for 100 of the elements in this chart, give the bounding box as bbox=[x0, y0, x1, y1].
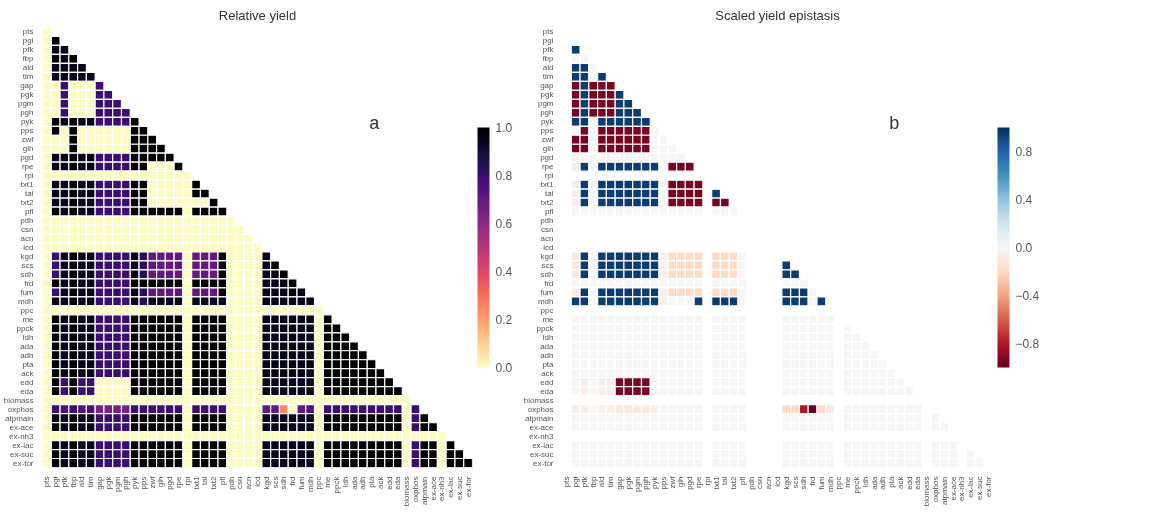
y-tick-label: pdh bbox=[20, 216, 34, 226]
y-tick-label: pgh bbox=[20, 108, 34, 118]
y-tick-label: pgm bbox=[17, 99, 34, 109]
x-tick-label: gap bbox=[95, 475, 105, 490]
x-tick-label: csn bbox=[755, 476, 765, 489]
y-tick-label: pgm bbox=[537, 99, 554, 109]
y-tick-label: ack bbox=[541, 368, 555, 378]
y-tick-label: pdh bbox=[540, 216, 554, 226]
x-tick-label: fbp bbox=[588, 475, 598, 488]
y-tick-label: rpi bbox=[24, 171, 34, 181]
y-tick-label: ada bbox=[20, 341, 35, 351]
x-tick-label: edd bbox=[904, 476, 914, 490]
x-tick-label: ack bbox=[375, 475, 385, 489]
y-tick-label: ex-lac bbox=[532, 440, 554, 450]
y-tick-label: eda bbox=[540, 386, 555, 396]
y-tick-label: acn bbox=[20, 234, 34, 244]
y-tick-label: pts bbox=[22, 27, 34, 37]
y-tick-label: ada bbox=[540, 341, 555, 351]
y-tick-label: me bbox=[542, 314, 555, 324]
x-tick-label: pgm bbox=[632, 476, 642, 493]
y-tick-label: ex-suc bbox=[9, 449, 34, 459]
x-tick-label: rpi bbox=[702, 476, 712, 486]
color-bar-label: 0.2 bbox=[495, 313, 513, 327]
y-tick-label: biomass bbox=[3, 395, 34, 405]
x-tick-label: pta bbox=[887, 475, 897, 488]
y-tick-label: biomass bbox=[523, 395, 554, 405]
x-tick-label: rpe bbox=[694, 475, 704, 489]
x-tick-label: ppc bbox=[834, 476, 844, 490]
x-tick-label: zwf bbox=[147, 475, 157, 489]
y-tick-label: pyk bbox=[541, 117, 555, 127]
y-tick-label: glh bbox=[542, 144, 554, 154]
x-tick-label: sdh bbox=[799, 476, 809, 490]
x-tick-label: pgd bbox=[165, 476, 175, 490]
y-tick-label: ldh bbox=[22, 332, 34, 342]
y-tick-label: zwf bbox=[21, 135, 35, 145]
x-tick-label: acn bbox=[244, 476, 254, 490]
y-tick-label: scs bbox=[541, 260, 554, 270]
y-tick-label: pfk bbox=[542, 45, 555, 55]
y-tick-label: ppc bbox=[540, 305, 554, 315]
y-tick-label: ex-nh3 bbox=[529, 431, 555, 441]
x-tick-label: pgm bbox=[112, 476, 122, 493]
x-tick-label: frd bbox=[288, 476, 298, 486]
x-tick-label: pta bbox=[367, 475, 377, 488]
x-tick-label: glh bbox=[156, 476, 166, 488]
x-tick-label: mdh bbox=[825, 476, 835, 493]
color-bar-label: 0.8 bbox=[1015, 145, 1033, 159]
x-tick-label: frd bbox=[808, 476, 818, 486]
x-tick-label: kgd bbox=[261, 476, 271, 490]
x-tick-label: ldh bbox=[860, 476, 870, 488]
color-bar-label: 0.0 bbox=[495, 361, 513, 375]
x-tick-label: pps bbox=[138, 476, 148, 490]
x-tick-label: ex-for bbox=[463, 476, 473, 497]
y-tick-label: pfl bbox=[25, 207, 34, 217]
x-tick-label: oxphos bbox=[410, 476, 420, 503]
y-tick-label: ald bbox=[542, 63, 554, 73]
x-tick-label: txt1 bbox=[191, 475, 201, 490]
y-tick-label: acn bbox=[540, 234, 554, 244]
x-tick-label: icd bbox=[773, 476, 782, 487]
color-bar-label: −0.4 bbox=[1015, 289, 1040, 303]
y-tick-label: pgd bbox=[20, 153, 34, 163]
y-tick-label: atpmain bbox=[5, 413, 34, 423]
y-tick-label: ex-nh3 bbox=[9, 431, 35, 441]
y-tick-label: ex-ace bbox=[9, 422, 35, 432]
y-tick-label: ex-for bbox=[533, 458, 554, 468]
x-tick-label: pfk bbox=[59, 475, 69, 488]
x-tick-label: zwf bbox=[667, 475, 677, 489]
y-tick-label: tal bbox=[545, 189, 554, 199]
y-tick-label: pgd bbox=[540, 153, 554, 163]
y-tick-label: adh bbox=[20, 350, 34, 360]
x-tick-label: tim bbox=[606, 476, 616, 488]
x-tick-label: atpmain bbox=[419, 476, 429, 505]
y-tick-label: pta bbox=[542, 359, 555, 369]
y-tick-label: gap bbox=[20, 81, 35, 91]
y-tick-label: scs bbox=[21, 260, 34, 270]
y-tick-label: pgh bbox=[540, 108, 554, 118]
color-bar-label: −0.8 bbox=[1015, 337, 1040, 351]
y-tick-label: tim bbox=[22, 72, 34, 82]
x-tick-label: eda bbox=[393, 475, 403, 490]
y-tick-label: ack bbox=[21, 368, 35, 378]
x-tick-label: adh bbox=[878, 476, 888, 490]
x-tick-label: pgh bbox=[121, 476, 131, 490]
x-tick-label: pgh bbox=[641, 476, 651, 490]
x-tick-label: ex-lac bbox=[966, 476, 976, 498]
x-tick-label: txt2 bbox=[209, 475, 219, 490]
x-tick-label: pgk bbox=[623, 475, 633, 490]
x-tick-label: ex-for bbox=[983, 476, 993, 497]
y-tick-label: ppck bbox=[536, 323, 555, 333]
x-tick-label: tim bbox=[86, 476, 96, 488]
y-tick-label: pgk bbox=[540, 90, 555, 100]
y-tick-label: ppc bbox=[20, 305, 34, 315]
x-tick-label: ex-nh3 bbox=[437, 475, 447, 501]
x-tick-label: pts bbox=[562, 476, 572, 488]
y-tick-label: fum bbox=[540, 287, 554, 297]
x-tick-label: pfl bbox=[737, 476, 747, 485]
x-tick-label: pfk bbox=[579, 475, 589, 488]
x-tick-label: ldh bbox=[340, 476, 350, 488]
chart-title: Scaled yield epistasis bbox=[715, 7, 841, 23]
y-tick-label: zwf bbox=[541, 135, 555, 145]
x-tick-label: atpmain bbox=[939, 476, 949, 505]
y-tick-label: pps bbox=[540, 126, 554, 136]
